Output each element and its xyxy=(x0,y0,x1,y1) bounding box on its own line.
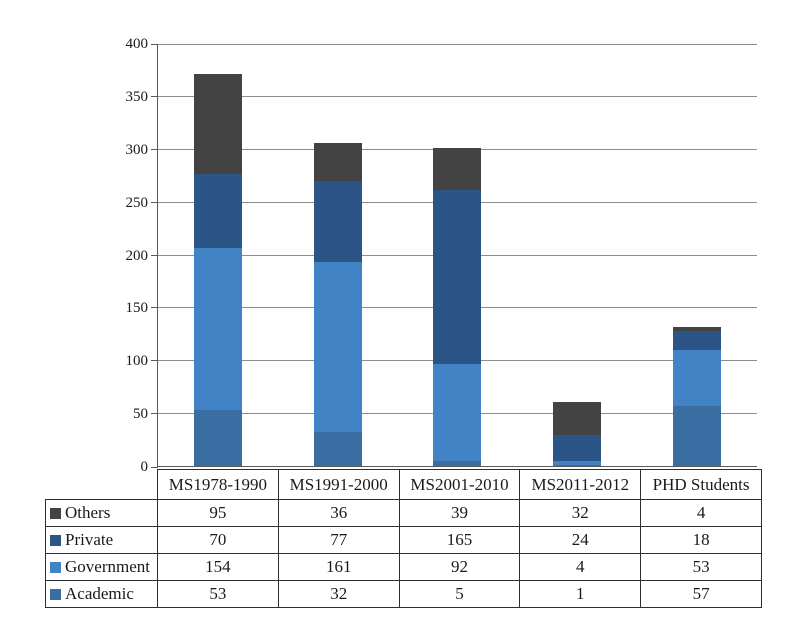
y-axis-tick-label: 150 xyxy=(125,300,149,317)
series-row-others: Others 95 36 39 32 4 xyxy=(45,499,762,527)
gridline-400 xyxy=(158,44,757,45)
series-label: Others xyxy=(65,503,111,522)
category-header: MS2001-2010 xyxy=(398,469,521,500)
y-axis-tick-label: 50 xyxy=(133,406,148,423)
value-cell: 4 xyxy=(519,553,642,581)
value-cell: 39 xyxy=(398,499,521,527)
value-cell: 24 xyxy=(519,526,642,554)
y-axis-tick xyxy=(151,95,158,97)
plot-area xyxy=(151,44,757,468)
bar-segment-academic xyxy=(673,405,722,466)
category-header-row: MS1978-1990 MS1991-2000 MS2001-2010 MS2011-… xyxy=(46,469,762,500)
bar-segment-academic xyxy=(193,410,242,466)
y-axis-tick-label: 400 xyxy=(125,36,149,52)
legend-cell: Academic xyxy=(45,580,158,608)
value-cell: 18 xyxy=(640,526,762,554)
series-row-government: Government 154 161 92 4 53 xyxy=(45,553,762,581)
category-header: MS2011-2012 xyxy=(519,469,642,500)
y-axis-tick-label: 100 xyxy=(125,353,149,370)
y-axis-tick-label: 0 xyxy=(140,459,149,475)
bar-segment-government xyxy=(553,460,602,465)
value-cell: 4 xyxy=(640,499,762,527)
bar-stack xyxy=(553,44,602,466)
value-cell: 36 xyxy=(277,499,400,527)
legend-cell: Others xyxy=(45,499,158,527)
y-axis-tick xyxy=(151,201,158,203)
bar-segment-private xyxy=(433,189,482,364)
value-cell: 154 xyxy=(157,553,279,581)
bar-column-MS1978-1990 xyxy=(158,44,278,466)
value-cell: 70 xyxy=(157,526,279,554)
table-corner-blank xyxy=(46,470,158,500)
bar-segment-others xyxy=(193,73,242,174)
bar-segment-others xyxy=(433,148,482,190)
bar-stack xyxy=(313,44,362,466)
bar-segment-others xyxy=(313,143,362,182)
legend-swatch-icon xyxy=(50,562,61,573)
value-cell: 32 xyxy=(277,580,400,608)
bar-segment-others xyxy=(553,401,602,436)
category-header: MS1991-2000 xyxy=(277,469,400,500)
bar-column-MS1991-2000 xyxy=(278,44,398,466)
legend-cell: Private xyxy=(45,526,158,554)
series-label: Private xyxy=(65,530,114,549)
gridline-350 xyxy=(158,95,757,97)
y-axis-tick xyxy=(151,360,158,362)
bar-column-PHD Students xyxy=(637,44,757,466)
value-cell: 53 xyxy=(640,553,762,581)
bar-segment-others xyxy=(673,326,722,331)
legend-swatch-icon xyxy=(50,589,61,600)
y-axis-tick xyxy=(151,413,158,415)
legend-cell: Government xyxy=(45,553,158,581)
bar-segment-academic xyxy=(313,432,362,466)
y-axis-tick xyxy=(151,44,158,45)
y-axis-tick xyxy=(151,467,158,468)
legend-swatch-icon xyxy=(50,508,61,519)
category-header: PHD Students xyxy=(640,469,762,500)
bar-segment-government xyxy=(673,349,722,406)
bar-column-MS2001-2010 xyxy=(398,44,518,466)
value-cell: 165 xyxy=(398,526,521,554)
series-label: Government xyxy=(65,557,150,576)
value-cell: 32 xyxy=(519,499,642,527)
value-cell: 5 xyxy=(398,580,521,608)
series-label: Academic xyxy=(65,584,134,603)
bar-segment-private xyxy=(553,435,602,461)
bar-stack xyxy=(433,44,482,466)
legend-swatch-icon xyxy=(50,535,61,546)
bar-stack xyxy=(673,44,722,466)
y-axis-tick xyxy=(151,254,158,256)
bar-segment-academic xyxy=(553,464,602,466)
y-axis-tick-label: 200 xyxy=(125,247,149,264)
bar-stack xyxy=(193,44,242,466)
bars-layer xyxy=(158,44,757,466)
y-axis-tick xyxy=(151,148,158,150)
bar-column-MS2011-2012 xyxy=(517,44,637,466)
bar-segment-government xyxy=(313,262,362,433)
y-axis-tick-label: 250 xyxy=(125,194,149,211)
value-cell: 1 xyxy=(519,580,642,608)
bar-segment-private xyxy=(193,173,242,248)
y-axis-tick-label: 350 xyxy=(125,88,149,105)
bar-segment-private xyxy=(673,330,722,350)
data-table-legend: MS1978-1990 MS1991-2000 MS2001-2010 MS2011-… xyxy=(45,469,762,608)
y-axis-tick xyxy=(151,307,158,309)
value-cell: 95 xyxy=(157,499,279,527)
bar-segment-government xyxy=(433,363,482,461)
value-cell: 77 xyxy=(277,526,400,554)
value-cell: 161 xyxy=(277,553,400,581)
series-row-private: Private 70 77 165 24 18 xyxy=(45,526,762,554)
bar-segment-academic xyxy=(433,460,482,466)
series-row-academic: Academic 53 32 5 1 57 xyxy=(45,580,762,608)
value-cell: 92 xyxy=(398,553,521,581)
bar-segment-government xyxy=(193,247,242,411)
category-header: MS1978-1990 xyxy=(157,469,279,500)
value-cell: 57 xyxy=(640,580,762,608)
bar-segment-private xyxy=(313,181,362,263)
y-axis-tick-label: 300 xyxy=(125,141,149,158)
value-cell: 53 xyxy=(157,580,279,608)
